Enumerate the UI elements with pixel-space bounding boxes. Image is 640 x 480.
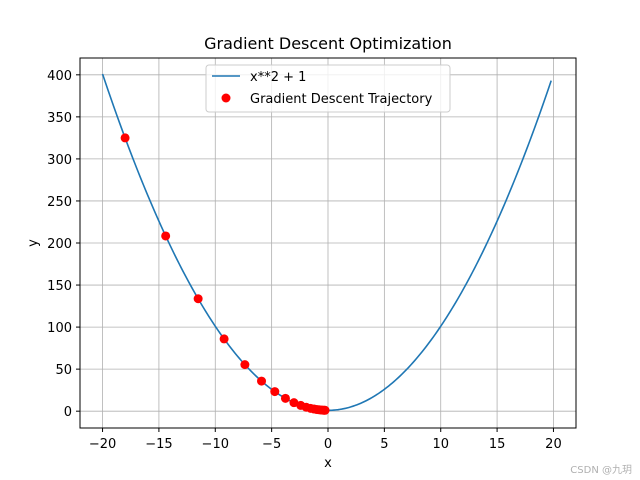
trajectory-point [280,393,290,403]
x-tick-label: −10 [202,437,229,452]
y-tick-label: 300 [47,153,72,168]
legend: x**2 + 1 Gradient Descent Trajectory [205,64,451,113]
x-tick-label: 15 [489,437,506,452]
trajectory-point [257,376,267,386]
legend-marker-swatch [221,93,231,103]
legend-box [205,64,451,113]
watermark: CSDN @九玥 [570,464,632,476]
y-tick-label: 50 [55,363,72,378]
y-tick-label: 0 [64,405,72,420]
y-axis-label: y [26,239,41,247]
axis-ticks: −20 −15 −10 −5 0 5 10 15 20050100150200250300350… [47,69,562,452]
trajectory-point [120,133,130,143]
trajectory-point [320,405,330,415]
trajectory-point [161,231,171,241]
trajectory-point [219,334,229,344]
y-tick-label: 250 [47,195,72,210]
x-tick-label: 0 [324,437,332,452]
x-tick-label: 10 [432,437,449,452]
legend-label-trajectory: Gradient Descent Trajectory [250,92,433,107]
x-tick-label: −15 [145,437,172,452]
chart-title: Gradient Descent Optimization [204,34,452,53]
trajectory-point [193,294,203,304]
x-tick-label: −20 [89,437,116,452]
y-tick-label: 350 [47,111,72,126]
trajectory-point [240,360,250,370]
x-tick-label: 5 [380,437,388,452]
trajectory-point [270,387,280,397]
y-tick-label: 200 [47,237,72,252]
y-tick-label: 400 [47,69,72,84]
x-tick-label: −5 [262,437,281,452]
x-tick-label: 20 [545,437,562,452]
x-axis-label: x [324,456,332,471]
legend-label-function: x**2 + 1 [250,70,306,85]
plot-area [101,73,552,415]
y-tick-label: 150 [47,279,72,294]
trajectory-point [289,398,299,408]
y-tick-label: 100 [47,321,72,336]
